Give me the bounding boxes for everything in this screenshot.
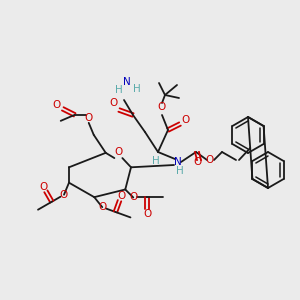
Text: O: O [206,155,214,165]
Text: O: O [109,98,117,108]
Text: N: N [123,77,131,87]
Text: H: H [115,85,123,95]
Text: O: O [117,191,125,201]
Text: O: O [143,209,152,220]
Text: O: O [60,190,68,200]
Text: O: O [39,182,47,192]
Text: O: O [182,115,190,125]
Text: O: O [158,102,166,112]
Text: N: N [174,157,182,167]
Text: O: O [129,193,137,202]
Text: H: H [176,166,184,176]
Text: H: H [133,84,141,94]
Text: O: O [52,100,61,110]
Text: H: H [152,156,160,166]
Text: O: O [114,147,122,157]
Text: O: O [194,157,202,167]
Text: O: O [98,202,106,212]
Text: O: O [85,113,93,123]
